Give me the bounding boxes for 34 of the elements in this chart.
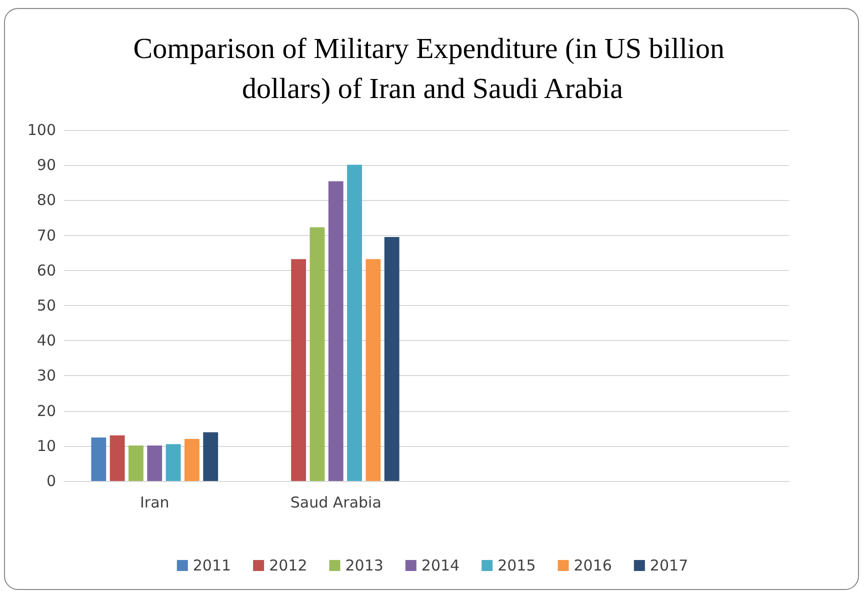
y-tick-label: 70 xyxy=(36,226,56,244)
x-tick-label: Saud Arabia xyxy=(290,494,382,512)
bar xyxy=(310,227,325,481)
bar xyxy=(328,181,344,481)
bar xyxy=(147,446,162,481)
bar xyxy=(128,446,144,481)
y-tick-label: 60 xyxy=(36,261,56,280)
y-tick-label: 90 xyxy=(36,156,56,174)
legend-label: 2015 xyxy=(498,556,536,574)
bar xyxy=(347,164,362,481)
legend-label: 2011 xyxy=(192,556,232,574)
bar xyxy=(166,444,181,481)
legend-label: 2012 xyxy=(269,556,308,574)
legend-label: 2014 xyxy=(421,556,460,574)
legend-label: 2016 xyxy=(574,556,612,574)
bar xyxy=(91,437,106,481)
legend-label: 2013 xyxy=(345,556,384,574)
y-tick-label: 100 xyxy=(27,121,56,139)
legend-label: 2017 xyxy=(650,556,688,574)
bar xyxy=(366,259,381,481)
bar xyxy=(384,237,400,481)
y-tick-label: 50 xyxy=(36,296,56,314)
bar xyxy=(291,259,306,481)
chart-title: Comparison of Military Expenditure (in US billion dollars) of Iran and Saudi Arabia xyxy=(133,33,732,105)
x-tick-label: Iran xyxy=(140,494,170,512)
y-tick-label: 0 xyxy=(46,472,56,490)
y-tick-label: 30 xyxy=(36,366,56,385)
y-tick-label: 80 xyxy=(36,191,56,210)
bar xyxy=(203,432,218,481)
y-tick-label: 40 xyxy=(36,332,56,350)
y-tick-label: 20 xyxy=(36,402,56,420)
bar xyxy=(184,438,200,481)
y-tick-label: 10 xyxy=(36,436,56,455)
bar xyxy=(110,435,125,481)
